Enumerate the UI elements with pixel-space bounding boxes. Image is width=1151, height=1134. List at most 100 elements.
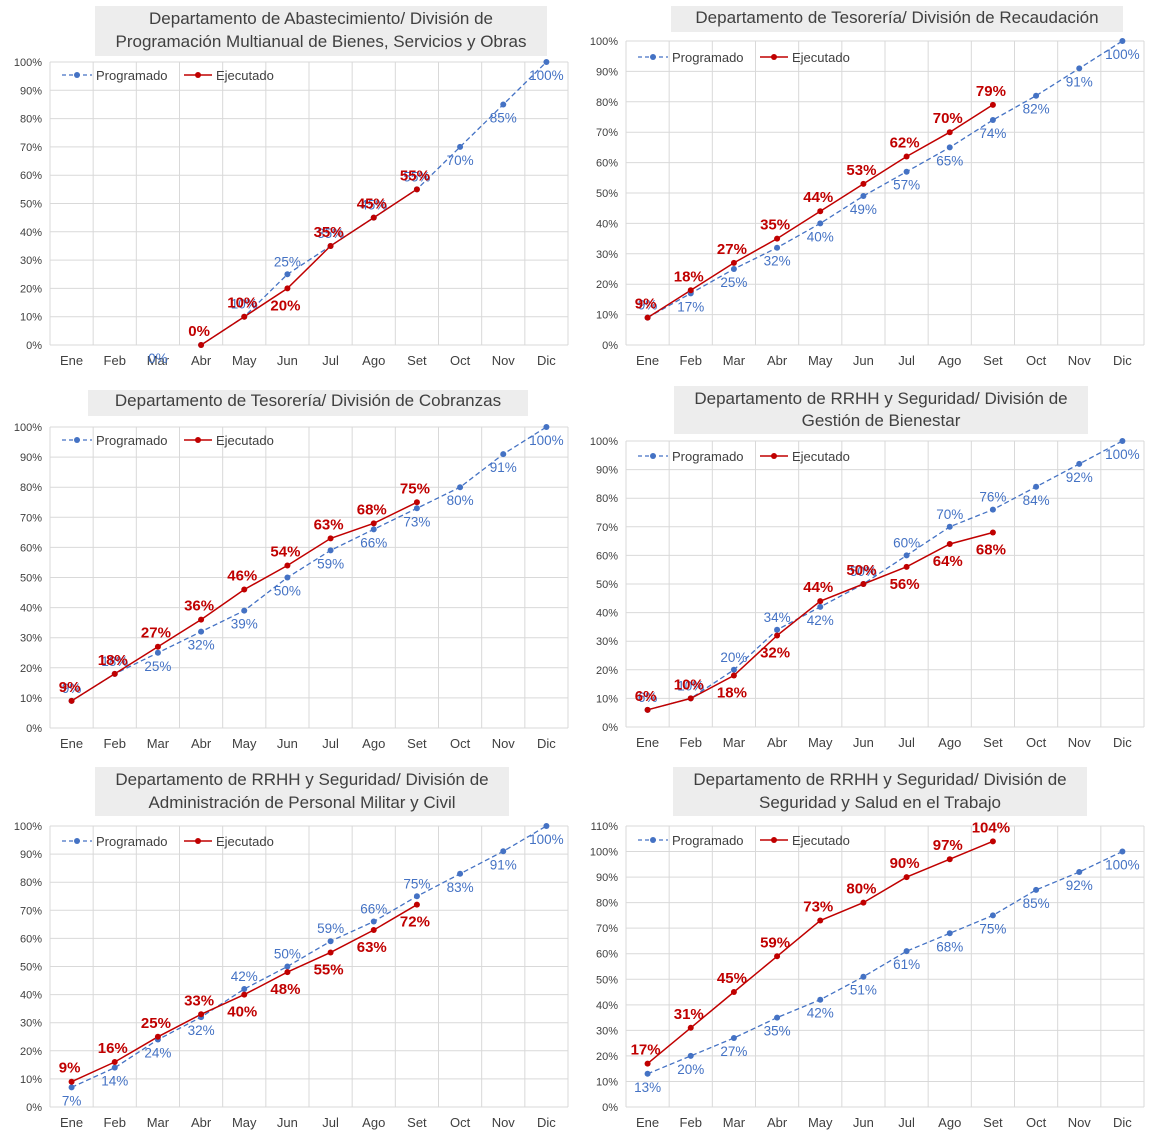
y-tick-label: 90% <box>596 66 618 78</box>
data-label-programado: 24% <box>144 1046 171 1061</box>
point-programado <box>241 607 248 614</box>
chart-title-line: Gestión de Bienestar <box>802 411 961 430</box>
point-ejecutado <box>644 706 651 713</box>
x-tick-label: Abr <box>767 1115 788 1130</box>
x-tick-label: Jul <box>898 1115 915 1130</box>
data-label-programado: 91% <box>1066 74 1093 89</box>
y-tick-label: 100% <box>14 821 42 833</box>
x-tick-label: Mar <box>723 1115 746 1130</box>
point-programado <box>1076 868 1083 875</box>
point-programado <box>946 144 953 151</box>
data-label-programado: 57% <box>893 178 920 193</box>
x-tick-label: Jul <box>322 1115 339 1130</box>
point-programado <box>860 193 867 200</box>
point-programado <box>413 505 420 512</box>
chart-svg: Departamento de Tesorería/ División de C… <box>14 390 569 751</box>
point-ejecutado <box>860 581 867 587</box>
y-tick-label: 70% <box>20 142 42 154</box>
data-label-programado: 59% <box>317 921 344 936</box>
data-label-ejecutado: 75% <box>400 480 430 497</box>
data-label-ejecutado: 33% <box>184 992 214 1009</box>
data-label-programado: 85% <box>1023 896 1050 911</box>
y-tick-label: 80% <box>596 97 618 109</box>
x-tick-label: Oct <box>450 1115 471 1130</box>
point-programado <box>111 1064 118 1071</box>
y-tick-label: 80% <box>596 898 618 910</box>
data-label-programado: 40% <box>807 229 834 244</box>
data-label-ejecutado: 44% <box>803 579 833 596</box>
data-label-programado: 25% <box>720 275 747 290</box>
x-tick-label: May <box>232 353 257 368</box>
data-label-programado: 66% <box>360 902 387 917</box>
y-tick-label: 90% <box>596 872 618 884</box>
x-tick-label: Feb <box>104 353 126 368</box>
chart-title-line: Departamento de RRHH y Seguridad/ Divisi… <box>115 770 488 789</box>
x-tick-label: Set <box>983 735 1003 750</box>
point-ejecutado <box>327 242 334 249</box>
y-tick-label: 0% <box>26 723 42 735</box>
legend-label-ejecutado: Ejecutado <box>216 68 274 83</box>
data-label-ejecutado: 44% <box>803 189 833 206</box>
point-ejecutado <box>989 529 996 536</box>
data-label-ejecutado: 9% <box>59 679 81 696</box>
point-ejecutado <box>327 949 334 956</box>
point-programado <box>284 574 291 581</box>
point-programado <box>1033 483 1040 490</box>
x-tick-label: Oct <box>1026 735 1047 750</box>
data-label-ejecutado: 48% <box>270 981 300 998</box>
chart-svg: Departamento de Tesorería/ División de R… <box>590 6 1145 368</box>
data-label-programado: 51% <box>850 983 877 998</box>
y-tick-label: 90% <box>20 849 42 861</box>
x-tick-label: Set <box>407 353 427 368</box>
data-label-programado: 74% <box>979 126 1006 141</box>
point-programado <box>198 628 205 635</box>
point-programado <box>284 271 291 278</box>
data-label-programado: 59% <box>317 556 344 571</box>
point-ejecutado <box>154 1033 161 1040</box>
y-tick-label: 60% <box>596 550 618 562</box>
point-ejecutado <box>327 535 334 542</box>
y-tick-label: 70% <box>596 127 618 139</box>
data-label-ejecutado: 68% <box>976 542 1006 559</box>
legend-label-programado: Programado <box>96 433 168 448</box>
point-ejecutado <box>241 313 248 320</box>
legend-marker-programado <box>74 72 80 78</box>
chart-svg: Departamento de Abastecimiento/ División… <box>14 6 569 368</box>
data-label-ejecutado: 40% <box>227 1004 257 1021</box>
chart-title-line: Departamento de RRHH y Seguridad/ Divisi… <box>693 770 1066 789</box>
x-tick-label: Ene <box>60 1115 83 1130</box>
x-tick-label: Mar <box>147 736 170 751</box>
x-tick-label: Abr <box>191 353 212 368</box>
point-ejecutado <box>946 129 953 136</box>
x-tick-label: Ago <box>938 1115 961 1130</box>
point-ejecutado <box>730 259 737 266</box>
point-ejecutado <box>817 208 824 215</box>
data-label-ejecutado: 27% <box>141 625 171 642</box>
data-label-programado: 73% <box>403 514 430 529</box>
data-label-ejecutado: 55% <box>314 961 344 978</box>
x-tick-label: Ene <box>60 736 83 751</box>
data-label-programado: 76% <box>979 490 1006 505</box>
x-tick-label: May <box>232 1115 257 1130</box>
title-background <box>671 6 1123 32</box>
point-ejecutado <box>644 1060 651 1067</box>
y-tick-label: 20% <box>596 279 618 291</box>
data-label-programado: 32% <box>188 638 215 653</box>
data-label-ejecutado: 31% <box>674 1006 704 1023</box>
y-tick-label: 20% <box>596 665 618 677</box>
data-label-programado: 100% <box>1105 47 1140 62</box>
data-label-programado: 25% <box>144 659 171 674</box>
point-programado <box>989 117 996 124</box>
data-label-ejecutado: 90% <box>890 855 920 872</box>
data-label-programado: 91% <box>490 460 517 475</box>
x-tick-label: Mar <box>723 735 746 750</box>
data-label-programado: 50% <box>274 584 301 599</box>
point-programado <box>543 823 550 829</box>
x-tick-label: Jul <box>898 353 915 368</box>
legend-label-programado: Programado <box>672 833 744 848</box>
point-ejecutado <box>198 1011 205 1018</box>
point-programado <box>730 666 737 673</box>
y-tick-label: 40% <box>20 227 42 239</box>
x-tick-label: Abr <box>767 353 788 368</box>
data-label-ejecutado: 62% <box>890 135 920 152</box>
